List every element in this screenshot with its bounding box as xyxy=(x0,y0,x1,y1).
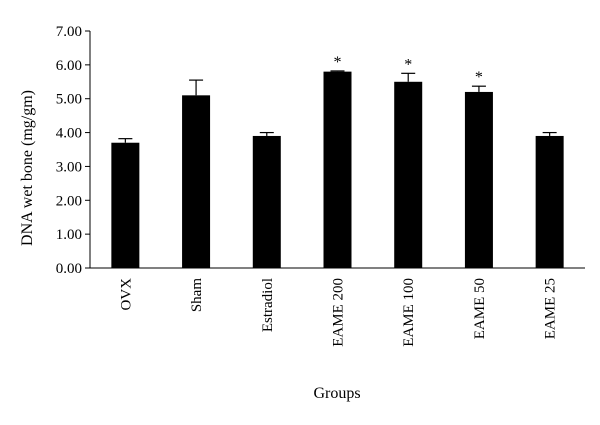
x-axis-title: Groups xyxy=(313,385,360,402)
y-axis: 0.00 1.00 2.00 3.00 4.00 5.00 6.00 7.00 xyxy=(56,24,91,277)
y-tick-label: 2.00 xyxy=(56,193,82,209)
bar xyxy=(323,71,352,268)
bars: * * * xyxy=(111,54,564,269)
x-axis: OVX Sham Estradiol EAME 200 EAME 100 EAME 50 E… xyxy=(90,267,585,347)
significance-marker: * xyxy=(475,69,483,86)
x-tick-label: EAME 200 xyxy=(331,278,347,347)
y-tick-label: 4.00 xyxy=(56,126,82,142)
y-tick-label: 0.00 xyxy=(56,261,82,277)
x-tick-label: EAME 50 xyxy=(472,278,488,339)
bar xyxy=(182,95,211,268)
y-tick-label: 5.00 xyxy=(56,92,82,108)
bar xyxy=(535,135,564,268)
y-tick-label: 6.00 xyxy=(56,58,82,74)
significance-marker: * xyxy=(334,54,342,71)
bar xyxy=(252,135,281,268)
bar xyxy=(111,142,140,268)
x-tick-label: Sham xyxy=(189,278,205,313)
x-tick-label: EAME 25 xyxy=(543,278,559,339)
y-tick-label: 1.00 xyxy=(56,227,82,243)
y-tick-label: 7.00 xyxy=(56,24,82,40)
bar xyxy=(394,81,423,269)
x-tick-label: Estradiol xyxy=(260,278,276,332)
significance-marker: * xyxy=(404,56,412,73)
bar xyxy=(464,91,493,268)
y-axis-title: DNA wet bone (mg/gm) xyxy=(19,90,36,246)
x-tick-label: OVX xyxy=(118,278,134,311)
y-tick-label: 3.00 xyxy=(56,159,82,175)
x-tick-label: EAME 100 xyxy=(401,278,417,347)
